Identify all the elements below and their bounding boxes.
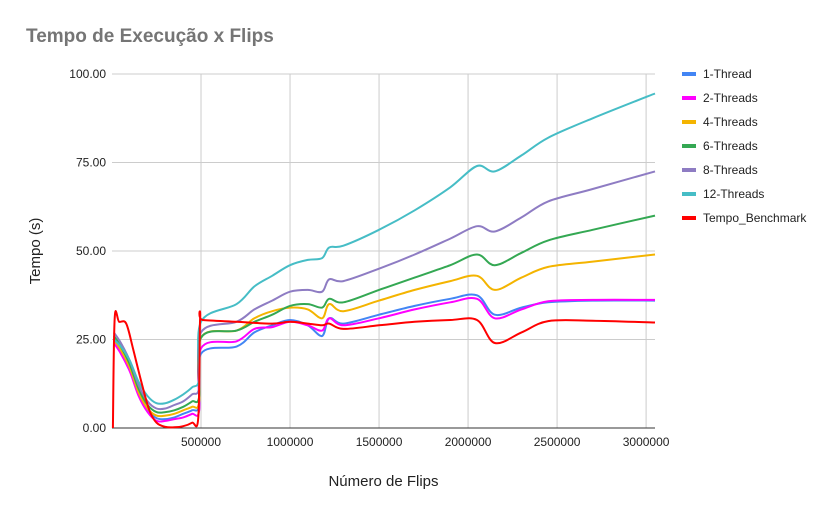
x-axis-title: Número de Flips: [328, 473, 438, 490]
series-line-1: [112, 293, 656, 421]
x-tick-label: 1000000: [267, 435, 314, 449]
legend-label: 2-Threads: [703, 91, 758, 105]
x-tick-label: 3000000: [623, 435, 670, 449]
legend-label: 6-Threads: [703, 139, 758, 153]
legend-label: 8-Threads: [703, 163, 758, 177]
series-line-5: [112, 170, 656, 411]
series-lines: [111, 92, 656, 429]
y-tick-label: 25.00: [76, 333, 106, 347]
legend-label: 12-Threads: [703, 187, 764, 201]
series-line-6: [113, 92, 656, 405]
y-axis-title: Tempo (s): [27, 218, 44, 285]
x-tick-label: 2500000: [534, 435, 581, 449]
y-axis-tick-labels: 0.00 25.00 50.00 75.00 100.00: [69, 67, 106, 435]
legend: 1-Thread 2-Threads 4-Threads 6-Threads 8-Thr…: [682, 67, 807, 225]
legend-label: Tempo_Benchmark: [703, 211, 807, 225]
legend-swatch: [682, 168, 696, 172]
series-line-2: [112, 296, 656, 423]
chart-title: Tempo de Execução x Flips: [26, 26, 274, 47]
legend-swatch: [682, 144, 696, 148]
series-line-4: [112, 214, 656, 414]
legend-swatch: [682, 192, 696, 196]
legend-swatch: [682, 72, 696, 76]
legend-label: 1-Thread: [703, 67, 752, 81]
x-tick-label: 500000: [181, 435, 221, 449]
legend-swatch: [682, 120, 696, 124]
legend-swatch: [682, 216, 696, 220]
y-tick-label: 0.00: [83, 421, 107, 435]
x-axis-tick-labels: 500000 1000000 1500000 2000000 2500000 300000…: [181, 435, 670, 449]
legend-label: 4-Threads: [703, 115, 758, 129]
legend-swatch: [682, 96, 696, 100]
y-tick-label: 100.00: [69, 67, 106, 81]
series-line-7: [111, 310, 656, 429]
series-line-3: [112, 253, 656, 418]
y-tick-label: 75.00: [76, 156, 106, 170]
y-tick-label: 50.00: [76, 244, 106, 258]
x-tick-label: 2000000: [445, 435, 492, 449]
x-tick-label: 1500000: [356, 435, 403, 449]
